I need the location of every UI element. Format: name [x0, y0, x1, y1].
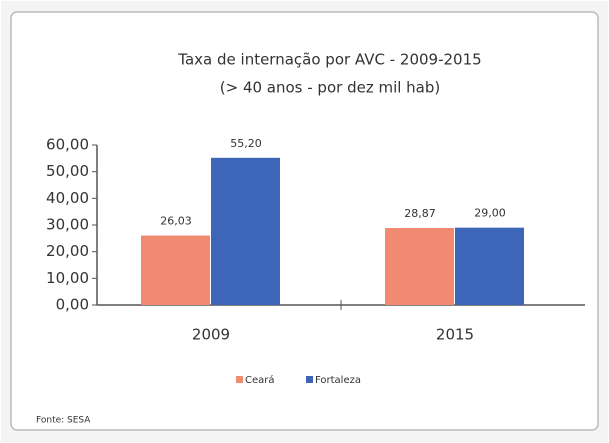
- data-label: 28,87: [404, 207, 436, 220]
- chart-subtitle: (> 40 anos - por dez mil hab): [220, 79, 441, 97]
- y-tick-label: 30,00: [46, 216, 89, 234]
- x-tick-label: 2009: [192, 326, 230, 344]
- y-tick-label: 60,00: [46, 136, 89, 154]
- chart-title: Taxa de internação por AVC - 2009-2015: [177, 51, 481, 69]
- bar: [211, 157, 280, 305]
- y-tick-label: 40,00: [46, 189, 89, 207]
- bar: [455, 227, 524, 305]
- chart-frame: [10, 11, 599, 431]
- legend-label: Ceará: [245, 374, 275, 386]
- bar: [385, 228, 454, 305]
- data-label: 29,00: [474, 207, 506, 220]
- source: Fonte: SESA: [36, 416, 91, 426]
- legend-swatch: [306, 376, 313, 383]
- y-tick-label: 20,00: [46, 242, 89, 260]
- x-tick-label: 2015: [436, 326, 474, 344]
- y-tick-label: 50,00: [46, 162, 89, 180]
- y-tick-label: 10,00: [46, 269, 89, 287]
- bar: [141, 235, 210, 305]
- data-label: 26,03: [160, 215, 192, 228]
- legend-label: Fortaleza: [315, 375, 361, 386]
- data-label: 55,20: [230, 137, 262, 150]
- y-tick-label: 0,00: [56, 296, 89, 314]
- legend-swatch: [236, 376, 243, 383]
